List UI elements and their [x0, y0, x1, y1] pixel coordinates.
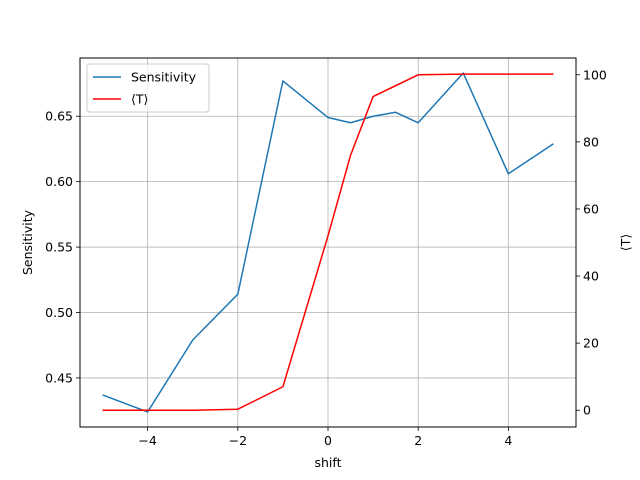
y-axis-left-label: Sensitivity — [20, 209, 35, 275]
x-tick-label: 4 — [504, 433, 512, 448]
y-left-tick-label: 0.60 — [45, 174, 73, 189]
y-left-tick-label: 0.50 — [45, 305, 73, 320]
ticks: −4 −2 0 2 4 0.45 0.50 0.55 0.60 0.65 0 20 40 60 80 100 — [45, 67, 607, 448]
y-left-tick-label: 0.45 — [45, 370, 73, 385]
series-line — [102, 73, 554, 411]
legend-entry-label: ⟨T⟩ — [131, 92, 148, 107]
x-axis-label: shift — [315, 455, 342, 470]
legend-box — [86, 63, 210, 113]
y-right-tick-label: 20 — [583, 336, 599, 351]
y-left-tick-label: 0.55 — [45, 240, 73, 255]
grid — [80, 58, 576, 427]
series-layer — [102, 72, 554, 413]
x-tick-label: −4 — [138, 433, 156, 448]
y-right-tick-label: 100 — [583, 67, 607, 82]
x-tick-label: −2 — [229, 433, 247, 448]
y-left-tick-label: 0.65 — [45, 109, 73, 124]
x-tick-label: 0 — [324, 433, 332, 448]
y-right-tick-label: 40 — [583, 269, 599, 284]
y-right-tick-label: 0 — [583, 403, 591, 418]
legend-entry-label: Sensitivity — [131, 70, 197, 85]
y-axis-right-label: ⟨T⟩ — [618, 234, 633, 251]
legend: Sensitivity ⟨T⟩ — [86, 63, 210, 113]
y-right-tick-label: 60 — [583, 201, 599, 216]
y-right-tick-label: 80 — [583, 134, 599, 149]
x-tick-label: 2 — [414, 433, 422, 448]
series-line — [102, 72, 554, 413]
